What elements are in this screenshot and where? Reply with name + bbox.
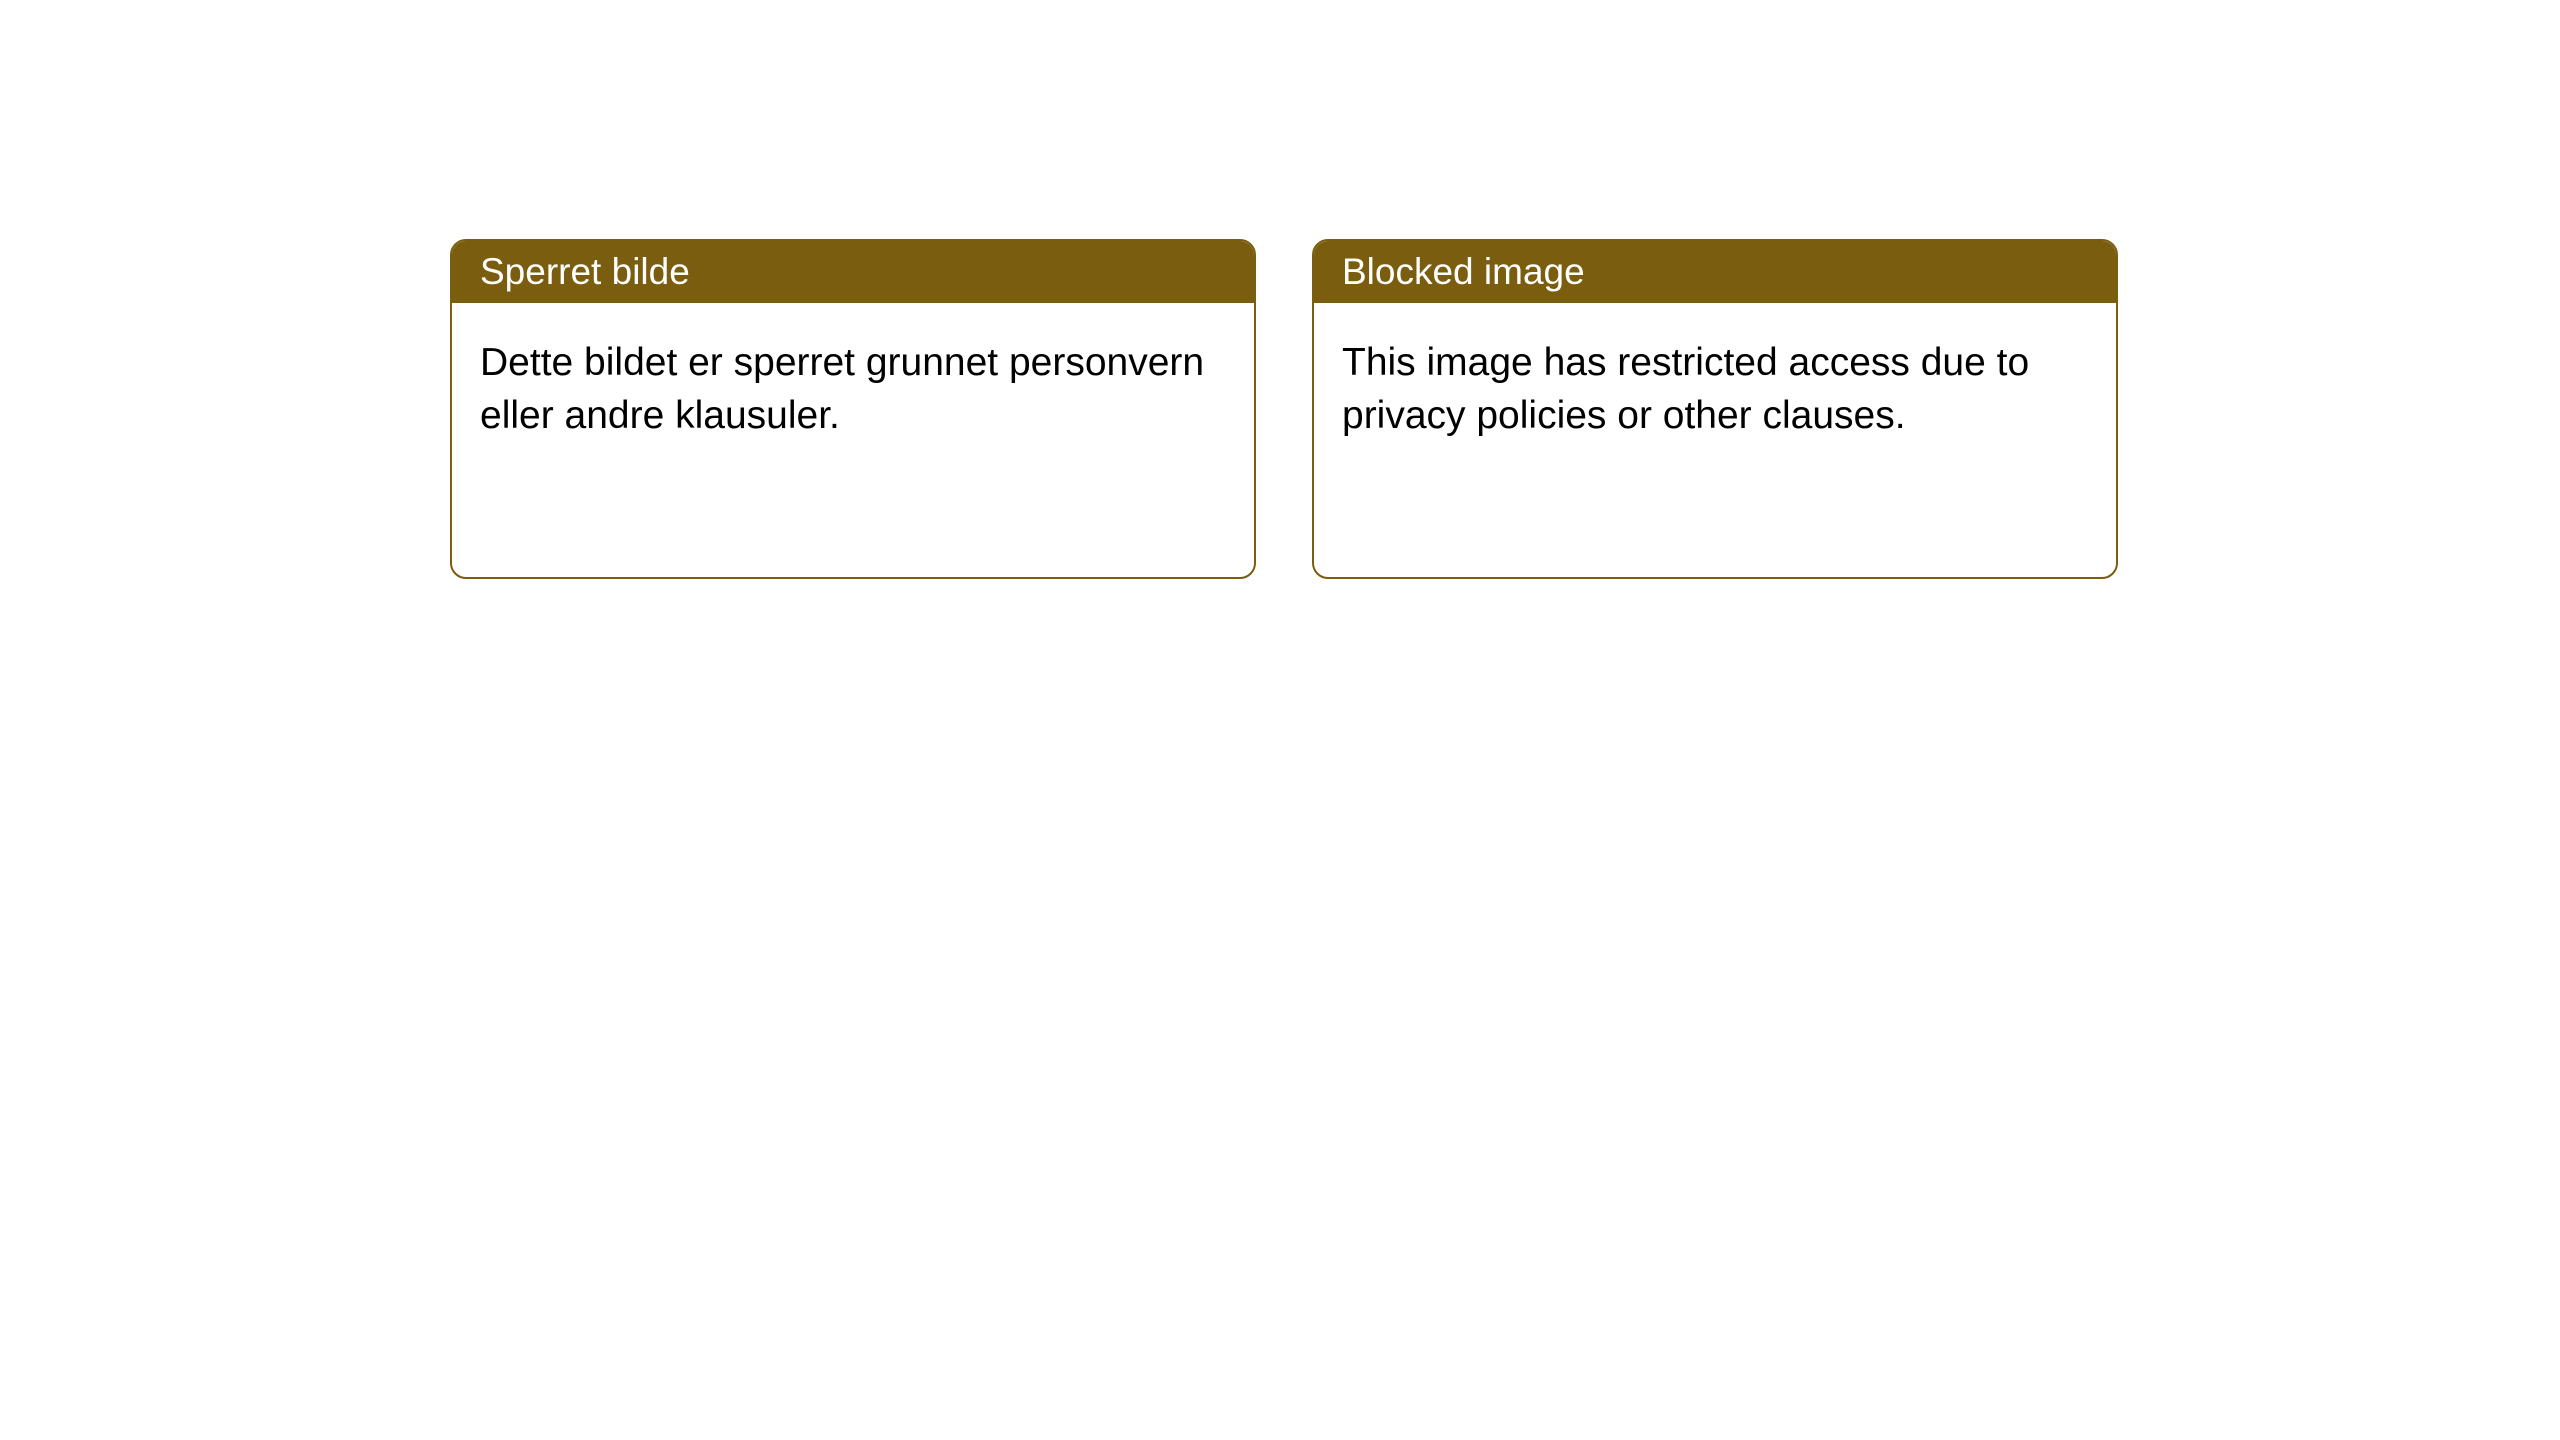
card-body-text: This image has restricted access due to …: [1342, 341, 2029, 437]
card-header: Sperret bilde: [452, 241, 1254, 303]
notice-card-norwegian: Sperret bilde Dette bildet er sperret gr…: [450, 239, 1256, 579]
card-row: Sperret bilde Dette bildet er sperret gr…: [0, 0, 2560, 579]
card-body: This image has restricted access due to …: [1314, 303, 2116, 476]
card-body: Dette bildet er sperret grunnet personve…: [452, 303, 1254, 476]
card-body-text: Dette bildet er sperret grunnet personve…: [480, 341, 1204, 437]
notice-card-english: Blocked image This image has restricted …: [1312, 239, 2118, 579]
card-title: Blocked image: [1342, 251, 1585, 292]
card-header: Blocked image: [1314, 241, 2116, 303]
card-title: Sperret bilde: [480, 251, 690, 292]
